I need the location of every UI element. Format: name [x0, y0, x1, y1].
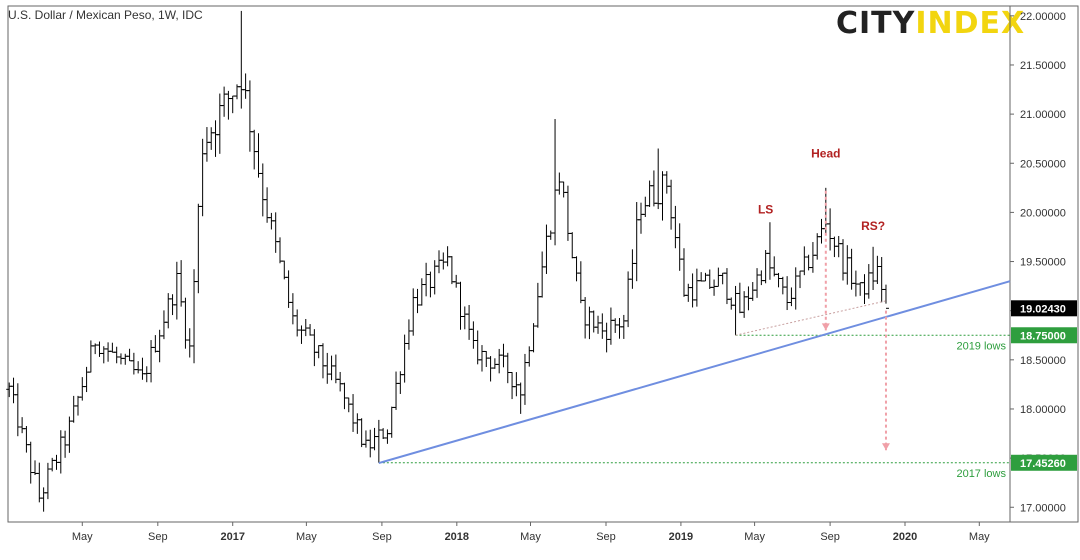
y-tick-label: 21.00000 [1020, 109, 1066, 121]
x-tick-label: May [744, 531, 765, 543]
x-tick-label: May [520, 531, 541, 543]
brand-logo: CITYINDEX [836, 6, 1025, 41]
x-tick-label: Sep [596, 531, 616, 543]
x-tick-label: 2019 [669, 531, 693, 543]
y-tick-label: 17.00000 [1020, 502, 1066, 514]
x-tick-label: 2017 [220, 531, 244, 543]
y-tick-label: 18.00000 [1020, 404, 1066, 416]
neckline [735, 300, 887, 336]
x-tick-label: Sep [372, 531, 392, 543]
x-tick-label: May [296, 531, 317, 543]
x-tick-label: Sep [148, 531, 168, 543]
support-level-note: 2019 lows [956, 340, 1006, 352]
last-price-box [1011, 300, 1077, 317]
y-tick-label: 22.00000 [1020, 11, 1066, 23]
y-tick-label: 21.50000 [1020, 60, 1066, 72]
projection-arrow-head [881, 443, 890, 451]
y-tick-label: 19.50000 [1020, 257, 1066, 269]
pattern-label: Head [811, 146, 840, 160]
last-price-label: 19.02430 [1020, 303, 1066, 315]
pattern-label: RS? [861, 219, 885, 233]
x-tick-label: May [72, 531, 93, 543]
chart-frame [7, 5, 1079, 523]
support-level-price-label: 17.45260 [1020, 458, 1066, 470]
chart-title: U.S. Dollar / Mexican Peso, 1W, IDC [8, 8, 203, 22]
support-level-note: 2017 lows [956, 468, 1006, 480]
y-tick-label: 20.00000 [1020, 207, 1066, 219]
x-tick-label: Sep [820, 531, 840, 543]
y-tick-label: 20.50000 [1020, 158, 1066, 170]
projection-arrow-head [821, 323, 830, 331]
logo-part-1: CITY [836, 6, 916, 41]
support-level-price-box [1011, 327, 1077, 344]
pattern-label: LS [758, 202, 773, 216]
support-level-price-label: 18.75000 [1020, 330, 1066, 342]
x-tick-label: May [969, 531, 990, 543]
support-level-price-box [1011, 454, 1077, 471]
logo-part-2: INDEX [915, 6, 1026, 41]
x-tick-label: 2018 [445, 531, 469, 543]
y-tick-label: 18.50000 [1020, 355, 1066, 367]
rising-trendline [378, 280, 1011, 464]
x-tick-label: 2020 [893, 531, 917, 543]
